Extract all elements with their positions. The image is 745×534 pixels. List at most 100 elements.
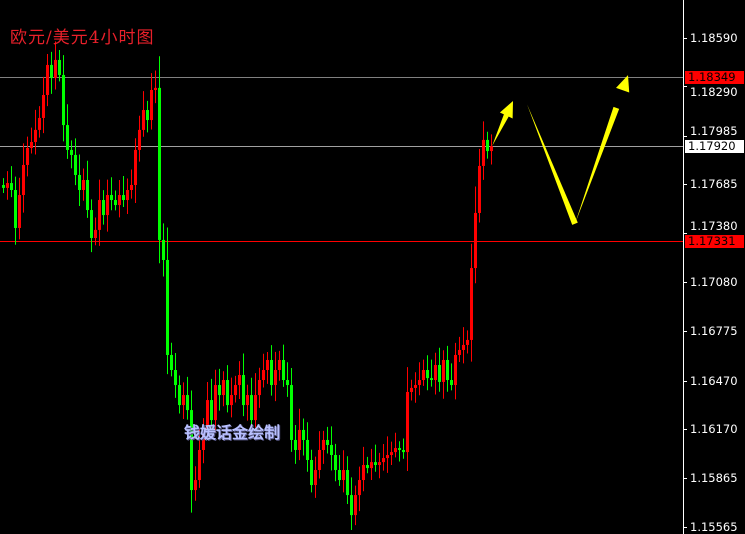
candle-body (414, 385, 417, 388)
arrow-up-short-shaft (492, 109, 512, 147)
candle-body (302, 429, 305, 440)
candle-body (234, 385, 237, 396)
y-tick-label: 1.18590 (690, 31, 738, 45)
candle-body (146, 110, 149, 121)
candle-body (482, 139, 485, 166)
candle-body (246, 395, 249, 406)
candle-body (258, 380, 261, 396)
candle-body (450, 380, 453, 386)
candle-body (478, 165, 481, 213)
candle-body (42, 95, 45, 118)
candle-body (134, 149, 137, 186)
chart-title: 欧元/美元4小时图 (10, 28, 155, 48)
y-tick-label: 1.18290 (690, 85, 738, 99)
candle-body (158, 87, 161, 240)
candle-body (310, 459, 313, 486)
candle-body (210, 400, 213, 421)
candle-body (22, 164, 25, 196)
candle-body (330, 444, 333, 455)
candle-body (386, 454, 389, 459)
candle-body (458, 349, 461, 355)
candle-body (222, 380, 225, 396)
arrow-down-up-shaft (527, 104, 578, 225)
candle-body (454, 354, 457, 386)
y-tick-label: 1.16470 (690, 374, 738, 388)
candle-body (410, 387, 413, 392)
candle-body (14, 190, 17, 228)
candle-body (426, 370, 429, 379)
candle-body (218, 385, 221, 396)
candle-body (162, 239, 165, 260)
candle-body (130, 185, 133, 191)
candle-body (170, 354, 173, 371)
candle-body (402, 449, 405, 453)
candle-body (486, 139, 489, 152)
candle-body (326, 439, 329, 445)
candle-body (290, 385, 293, 440)
candle-body (54, 59, 57, 79)
candle-body (378, 462, 381, 466)
candle-body (406, 391, 409, 453)
candle-body (442, 359, 445, 382)
candle-body (102, 200, 105, 216)
candle-body (470, 268, 473, 340)
price-level-label: 1.17331 (685, 235, 744, 248)
candle-body (350, 495, 353, 516)
candle-body (306, 439, 309, 460)
candle-body (78, 174, 81, 191)
candle-body (178, 385, 181, 406)
candle-body (346, 470, 349, 496)
candle-body (118, 195, 121, 206)
candle-body (286, 380, 289, 386)
candle-body (110, 195, 113, 201)
arrow-down-up-shaft (575, 106, 620, 224)
candle-body (122, 195, 125, 201)
candle-body (190, 410, 193, 491)
candle-body (226, 380, 229, 406)
y-tick-label: 1.15565 (690, 520, 738, 534)
arrow-down-up-head (616, 75, 630, 93)
candle-body (370, 462, 373, 469)
candle-body (446, 359, 449, 381)
candle-body (182, 395, 185, 406)
candle-body (50, 64, 53, 79)
candle-body (230, 395, 233, 406)
candle-body (366, 465, 369, 469)
candle-body (30, 142, 33, 149)
candle-body (250, 395, 253, 421)
candle-body (174, 370, 177, 386)
candle-body (202, 429, 205, 450)
candle-body (374, 462, 377, 466)
candle-body (282, 359, 285, 381)
candle-body (90, 210, 93, 238)
candle-body (98, 200, 101, 230)
candle-body (430, 378, 433, 381)
y-tick-label: 1.17380 (690, 219, 738, 233)
candle-body (86, 179, 89, 211)
candle-body (322, 439, 325, 450)
candle-body (142, 110, 145, 130)
candle-body (418, 380, 421, 386)
candle-body (6, 183, 9, 188)
candle-body (382, 458, 385, 463)
candle-body (390, 452, 393, 455)
candle-body (82, 179, 85, 191)
candle-body (150, 89, 153, 121)
candle-body (334, 454, 337, 471)
candle-body (354, 495, 357, 516)
y-tick-label: 1.16775 (690, 324, 738, 338)
candle-body (74, 154, 77, 175)
candle-body (338, 470, 341, 481)
candle-body (314, 470, 317, 486)
candle-body (194, 480, 197, 491)
candle-body (10, 183, 13, 191)
candle-body (166, 259, 169, 355)
candle-body (62, 74, 65, 126)
y-tick-label: 1.15865 (690, 471, 738, 485)
candle-body (206, 400, 209, 430)
candle-body (26, 148, 29, 165)
y-tick-label: 1.16170 (690, 422, 738, 436)
candle-body (18, 195, 21, 228)
candle-body (138, 129, 141, 150)
